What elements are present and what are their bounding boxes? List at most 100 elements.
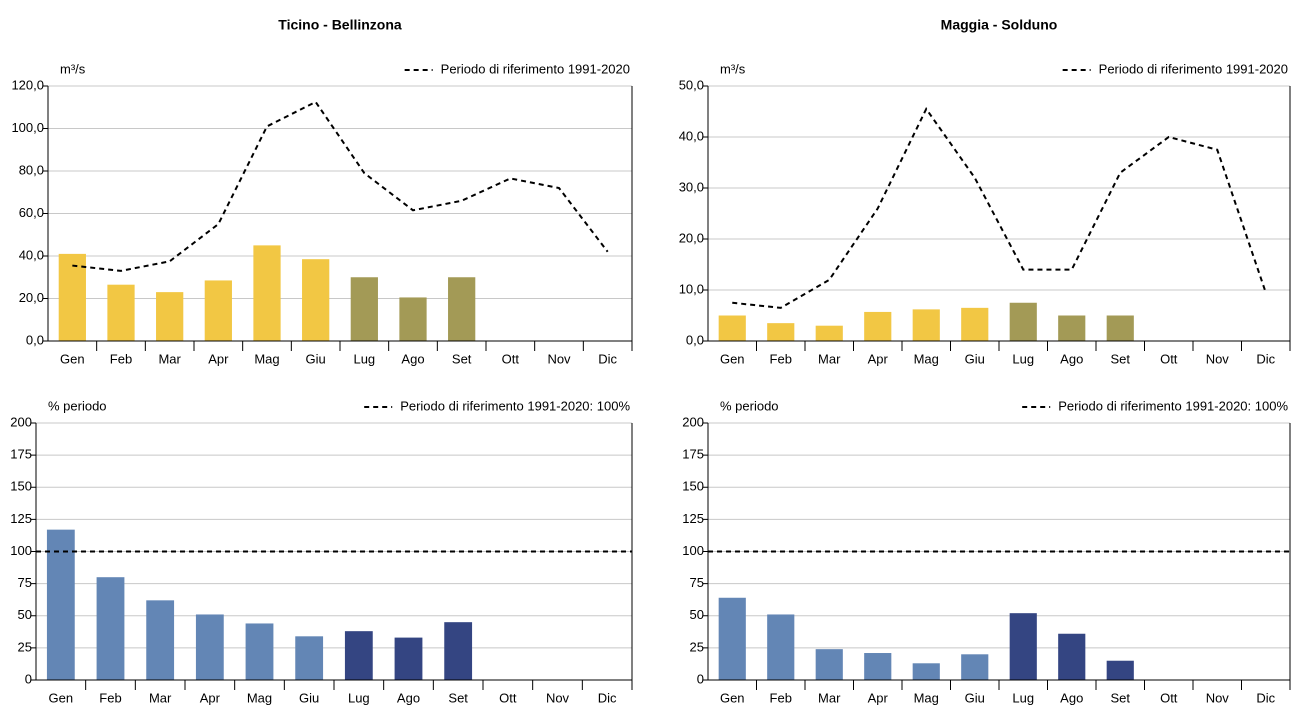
x-tick-label: Set — [452, 351, 472, 366]
x-tick-label: Mag — [247, 690, 272, 705]
reference-line — [72, 100, 609, 272]
bar — [46, 529, 75, 680]
x-tick-label: Nov — [546, 690, 570, 705]
x-tick-label: Feb — [770, 690, 792, 705]
x-tick-label: Lug — [353, 351, 375, 366]
y-tick-label: 175 — [682, 447, 704, 462]
bar — [767, 614, 795, 680]
bar — [344, 631, 373, 680]
bar — [245, 623, 274, 680]
y-tick-label: 50 — [690, 607, 704, 622]
chart-title: Ticino - Bellinzona — [278, 17, 402, 33]
bar — [815, 325, 843, 341]
bar — [146, 600, 175, 680]
x-tick-label: Ott — [1160, 690, 1178, 705]
bar — [1106, 660, 1134, 680]
x-tick-label: Ago — [1060, 690, 1083, 705]
x-tick-label: Lug — [1012, 351, 1034, 366]
x-tick-label: Dic — [1256, 690, 1275, 705]
x-tick-label: Ott — [499, 690, 517, 705]
x-tick-label: Nov — [547, 351, 571, 366]
x-tick-label: Ott — [502, 351, 520, 366]
x-tick-label: Gen — [60, 351, 85, 366]
x-tick-label: Ott — [1160, 351, 1178, 366]
x-tick-label: Gen — [720, 351, 745, 366]
y-tick-label: 175 — [10, 447, 32, 462]
bar — [253, 245, 281, 341]
y-tick-label: 50,0 — [679, 77, 704, 92]
x-tick-label: Mar — [818, 690, 841, 705]
bar — [912, 309, 940, 341]
x-tick-label: Nov — [1206, 690, 1230, 705]
bar — [204, 280, 232, 341]
x-tick-label: Feb — [110, 351, 132, 366]
y-tick-label: 100,0 — [11, 120, 44, 135]
bar — [399, 297, 427, 341]
y-tick-label: 150 — [10, 479, 32, 494]
y-unit-label: % periodo — [720, 398, 779, 413]
legend-label: Periodo di riferimento 1991-2020: 100% — [400, 398, 630, 413]
x-tick-label: Mar — [158, 351, 181, 366]
x-tick-label: Lug — [348, 690, 370, 705]
bar — [96, 577, 125, 680]
x-tick-label: Mar — [149, 690, 172, 705]
bar — [912, 663, 940, 680]
x-tick-label: Mag — [914, 351, 939, 366]
bar — [394, 637, 423, 680]
bar — [864, 653, 892, 680]
bar — [448, 277, 476, 341]
bar — [156, 292, 184, 341]
y-tick-label: 100 — [10, 543, 32, 558]
bar — [1009, 613, 1037, 680]
y-tick-label: 75 — [18, 575, 32, 590]
y-tick-label: 150 — [682, 479, 704, 494]
x-tick-label: Set — [1110, 351, 1130, 366]
x-tick-label: Dic — [598, 690, 617, 705]
bar — [1009, 302, 1037, 341]
reference-line — [732, 106, 1267, 309]
bar — [350, 277, 378, 341]
y-tick-label: 200 — [682, 414, 704, 429]
y-tick-label: 0,0 — [686, 332, 704, 347]
x-tick-label: Nov — [1206, 351, 1230, 366]
x-tick-label: Ago — [1060, 351, 1083, 366]
x-tick-label: Mar — [818, 351, 841, 366]
y-tick-label: 40,0 — [679, 128, 704, 143]
x-tick-label: Gen — [49, 690, 74, 705]
x-tick-label: Ago — [401, 351, 424, 366]
y-tick-label: 10,0 — [679, 281, 704, 296]
bar — [1058, 315, 1086, 341]
x-tick-label: Giu — [965, 351, 985, 366]
y-tick-label: 120,0 — [11, 77, 44, 92]
bar — [961, 654, 989, 680]
y-tick-label: 20,0 — [679, 230, 704, 245]
bar — [815, 649, 843, 680]
y-tick-label: 50 — [18, 607, 32, 622]
legend-label: Periodo di riferimento 1991-2020: 100% — [1058, 398, 1288, 413]
y-unit-label: m³/s — [720, 61, 746, 76]
y-tick-label: 200 — [10, 414, 32, 429]
x-tick-label: Gen — [720, 690, 745, 705]
x-tick-label: Apr — [200, 690, 221, 705]
x-tick-label: Mag — [254, 351, 279, 366]
x-tick-label: Feb — [770, 351, 792, 366]
x-tick-label: Set — [448, 690, 468, 705]
y-tick-label: 25 — [18, 639, 32, 654]
x-tick-label: Feb — [99, 690, 121, 705]
y-tick-label: 0,0 — [26, 332, 44, 347]
x-tick-label: Apr — [868, 690, 889, 705]
legend-label: Periodo di riferimento 1991-2020 — [1099, 61, 1288, 76]
y-tick-label: 30,0 — [679, 179, 704, 194]
x-tick-label: Apr — [208, 351, 229, 366]
bar — [295, 636, 324, 680]
y-tick-label: 100 — [682, 543, 704, 558]
bar — [195, 614, 224, 680]
legend-label: Periodo di riferimento 1991-2020 — [441, 61, 630, 76]
y-tick-label: 60,0 — [19, 205, 44, 220]
chart-title: Maggia - Solduno — [941, 17, 1058, 33]
y-tick-label: 0 — [25, 671, 32, 686]
x-tick-label: Dic — [598, 351, 617, 366]
x-tick-label: Dic — [1256, 351, 1275, 366]
y-tick-label: 0 — [697, 671, 704, 686]
